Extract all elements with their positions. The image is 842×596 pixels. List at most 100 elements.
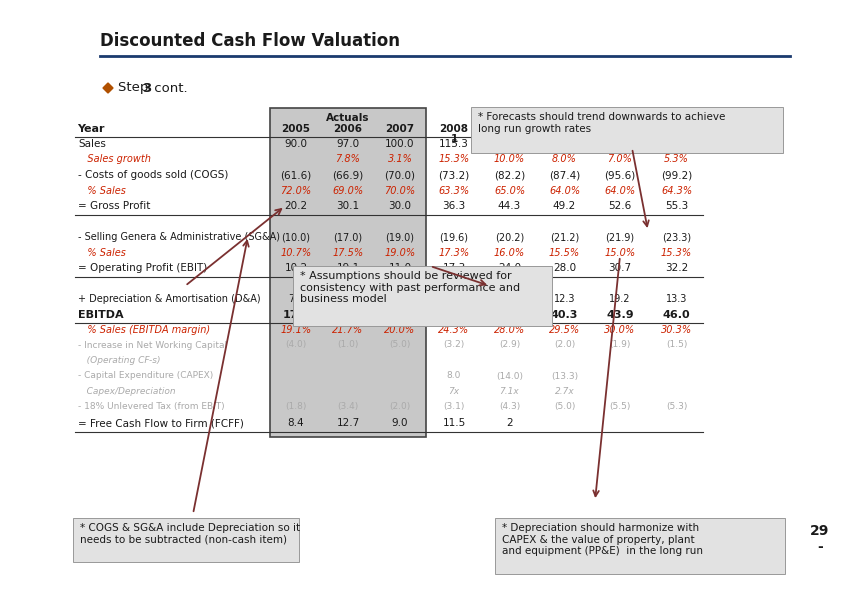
Text: Sales growth: Sales growth <box>78 154 151 164</box>
FancyBboxPatch shape <box>471 107 783 153</box>
Text: 2: 2 <box>506 418 513 428</box>
Text: 30.3%: 30.3% <box>661 325 692 335</box>
Text: (61.6): (61.6) <box>280 170 312 180</box>
Text: 15.3%: 15.3% <box>439 154 470 164</box>
Text: 8.0%: 8.0% <box>552 154 577 164</box>
Text: (3.4): (3.4) <box>338 402 359 411</box>
Text: (1.9): (1.9) <box>610 340 631 349</box>
Text: 90.0: 90.0 <box>285 139 307 149</box>
Text: 97.0: 97.0 <box>337 139 360 149</box>
Text: 35.4: 35.4 <box>496 309 523 319</box>
Bar <box>270 108 426 436</box>
Text: (3.2): (3.2) <box>444 340 465 349</box>
Text: 64.0%: 64.0% <box>605 185 636 195</box>
Text: 146.2: 146.2 <box>605 139 635 149</box>
Text: 30.0%: 30.0% <box>605 325 636 335</box>
Text: (5.0): (5.0) <box>389 340 411 349</box>
Text: 15.0%: 15.0% <box>605 247 636 257</box>
Text: 65.0%: 65.0% <box>494 185 525 195</box>
Text: (21.9): (21.9) <box>605 232 635 242</box>
Text: 21.1: 21.1 <box>334 309 362 319</box>
Text: 30.7: 30.7 <box>609 263 632 273</box>
Text: 28.0%: 28.0% <box>494 325 525 335</box>
Text: 20.2: 20.2 <box>285 201 307 211</box>
Text: 8.0: 8.0 <box>447 371 461 380</box>
Text: 9.0: 9.0 <box>392 294 408 304</box>
Text: 24.3%: 24.3% <box>439 325 470 335</box>
Text: 3.1%: 3.1% <box>387 154 413 164</box>
Text: 29.5%: 29.5% <box>549 325 580 335</box>
Text: * COGS & SG&A include Depreciation so it
needs to be subtracted (non-cash item): * COGS & SG&A include Depreciation so it… <box>80 523 300 545</box>
Text: 2.7x: 2.7x <box>555 387 574 396</box>
Text: 10.7%: 10.7% <box>280 247 312 257</box>
Text: cont.: cont. <box>150 82 188 95</box>
Text: Actuals: Actuals <box>326 113 370 123</box>
Text: (17.0): (17.0) <box>333 232 363 242</box>
Bar <box>75 108 703 436</box>
Text: (70.0): (70.0) <box>385 170 415 180</box>
Text: 7.1x: 7.1x <box>499 387 520 396</box>
Text: 70.0%: 70.0% <box>385 185 416 195</box>
Text: 46.0: 46.0 <box>663 309 690 319</box>
Text: - Costs of goods sold (COGS): - Costs of goods sold (COGS) <box>78 170 228 180</box>
Text: 21.7%: 21.7% <box>333 325 364 335</box>
Text: 9.0: 9.0 <box>392 418 408 428</box>
Text: (5.0): (5.0) <box>554 402 575 411</box>
Text: 17.3%: 17.3% <box>439 247 470 257</box>
Text: 11.4: 11.4 <box>498 294 520 304</box>
Text: (20.2): (20.2) <box>495 232 524 242</box>
Text: 15.5%: 15.5% <box>549 247 580 257</box>
Text: (99.2): (99.2) <box>661 170 692 180</box>
Text: 2012: 2012 <box>662 124 691 134</box>
Text: 10.4: 10.4 <box>443 294 465 304</box>
Text: (4.3): (4.3) <box>498 402 520 411</box>
Text: (73.2): (73.2) <box>439 170 470 180</box>
Text: * Depreciation should harmonize with
CAPEX & the value of property, plant
and eq: * Depreciation should harmonize with CAP… <box>502 523 703 556</box>
FancyBboxPatch shape <box>495 518 785 574</box>
Text: - 18% Unlevered Tax (from EBIT): - 18% Unlevered Tax (from EBIT) <box>78 402 225 411</box>
Text: 5.3%: 5.3% <box>664 154 689 164</box>
Text: 17.5%: 17.5% <box>333 247 364 257</box>
Text: 16.0%: 16.0% <box>494 247 525 257</box>
Text: 2009: 2009 <box>495 124 524 134</box>
Text: = Free Cash Flow to Firm (FCFF): = Free Cash Flow to Firm (FCFF) <box>78 418 244 428</box>
Text: 30.1: 30.1 <box>337 201 360 211</box>
Text: 2010: 2010 <box>550 124 579 134</box>
Text: (5.3): (5.3) <box>666 402 687 411</box>
Polygon shape <box>103 83 113 93</box>
Text: 32.2: 32.2 <box>665 263 688 273</box>
Text: (19.0): (19.0) <box>386 232 414 242</box>
Text: (2.0): (2.0) <box>554 340 575 349</box>
Text: 72.0%: 72.0% <box>280 185 312 195</box>
Text: Capex/Depreciation: Capex/Depreciation <box>78 387 176 396</box>
Text: % Sales: % Sales <box>78 247 125 257</box>
Text: 4: 4 <box>616 134 624 144</box>
Text: % Sales (EBITDA margin): % Sales (EBITDA margin) <box>78 325 210 335</box>
Text: 13.3: 13.3 <box>666 294 687 304</box>
Text: 69.0%: 69.0% <box>333 185 364 195</box>
Text: 2: 2 <box>506 134 513 144</box>
Text: 19.1%: 19.1% <box>280 325 312 335</box>
Text: (5.5): (5.5) <box>610 402 631 411</box>
Text: 126.5: 126.5 <box>494 139 525 149</box>
Text: 19.2: 19.2 <box>610 294 631 304</box>
Text: Step: Step <box>118 82 152 95</box>
Text: % Sales: % Sales <box>78 185 125 195</box>
Text: (1.8): (1.8) <box>285 402 306 411</box>
Text: 2006: 2006 <box>333 124 363 134</box>
Text: 8.4: 8.4 <box>288 418 304 428</box>
Text: (14.0): (14.0) <box>496 371 523 380</box>
Text: 12.7: 12.7 <box>336 418 360 428</box>
Text: Sales: Sales <box>78 139 106 149</box>
Text: (87.4): (87.4) <box>549 170 580 180</box>
Text: 153.5: 153.5 <box>662 139 691 149</box>
FancyBboxPatch shape <box>293 266 552 326</box>
Text: - Capital Expenditure (CAPEX): - Capital Expenditure (CAPEX) <box>78 371 213 380</box>
Text: 5: 5 <box>673 134 680 144</box>
Text: 136.6: 136.6 <box>550 139 579 149</box>
Text: 36.3: 36.3 <box>442 201 466 211</box>
FancyBboxPatch shape <box>73 518 299 562</box>
Text: - Selling Genera & Administrative (SG&A): - Selling Genera & Administrative (SG&A) <box>78 232 280 242</box>
Text: 11.0: 11.0 <box>388 263 412 273</box>
Text: 115.3: 115.3 <box>439 139 469 149</box>
